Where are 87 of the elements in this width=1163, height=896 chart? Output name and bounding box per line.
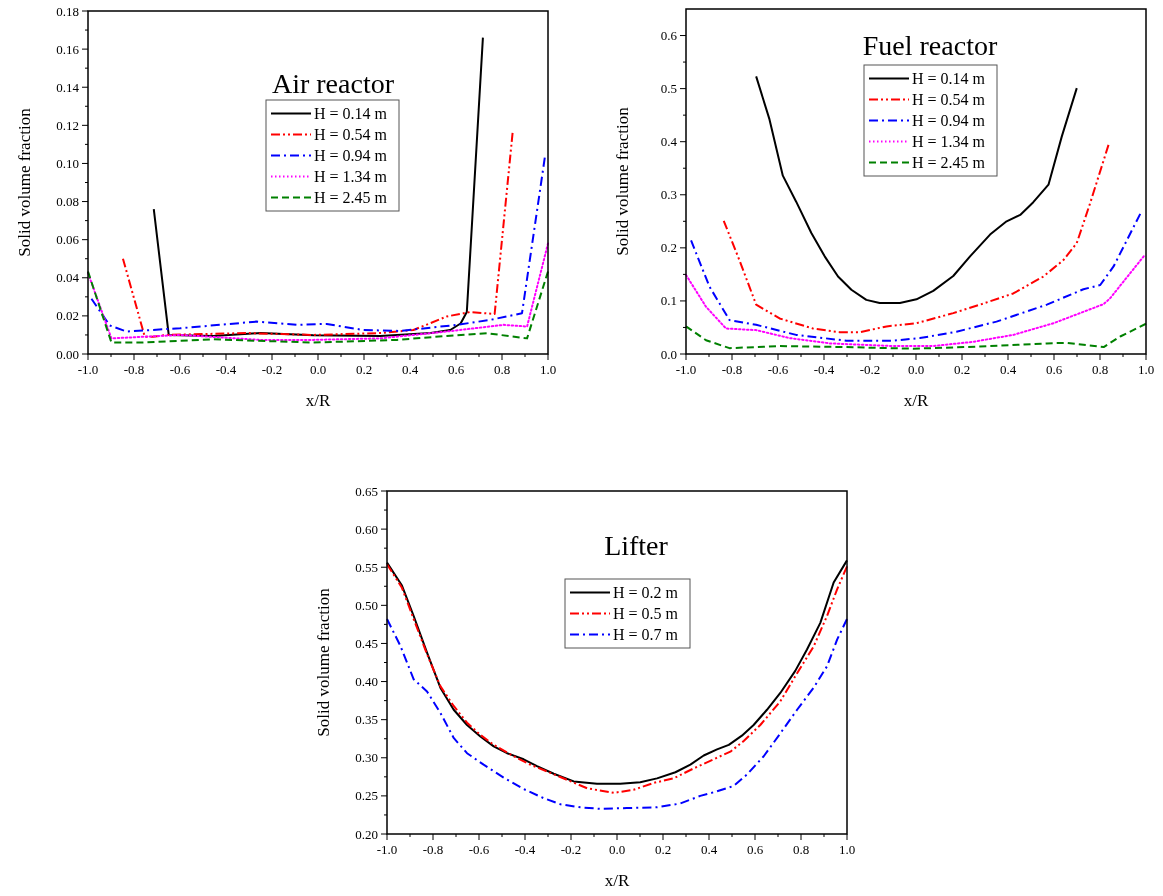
line-series [685, 255, 1145, 348]
x-tick-label: -0.2 [859, 362, 881, 377]
y-axis-title: Solid volume fraction [314, 587, 333, 737]
text: Air reactor [271, 68, 395, 99]
legend-label: H = 0.7 m [613, 626, 679, 643]
y-tick-label: 0.4 [660, 134, 678, 150]
x-tick-label: 0.8 [1091, 362, 1109, 377]
x-tick-label: -1.0 [77, 362, 99, 377]
y-tick-label: 0.35 [355, 712, 378, 728]
x-tick-label: -1.0 [376, 842, 398, 857]
legend-label: H = 0.54 m [912, 91, 986, 108]
y-tick-label: 0.50 [355, 597, 378, 613]
x-tick-label: 1.0 [539, 362, 557, 377]
y-tick-label: 0.2 [660, 240, 677, 256]
y-tick-label: 0.55 [355, 559, 378, 575]
x-tick-label: 0.6 [447, 362, 465, 377]
line-series [690, 212, 1142, 342]
line-series [121, 131, 514, 338]
x-tick-label: 0.6 [746, 842, 764, 857]
x-tick-label: 0.0 [608, 842, 626, 857]
y-tick-label: 0.3 [660, 187, 677, 203]
x-tick-label: 0.4 [700, 842, 718, 857]
x-tick-label: 0.0 [309, 362, 327, 377]
y-tick-label: 0.12 [56, 117, 79, 133]
x-axis-title: x/R [604, 871, 630, 890]
x-tick-label: -0.2 [560, 842, 582, 857]
x-tick-label: -0.4 [215, 362, 237, 377]
x-axis-title: x/R [903, 391, 929, 410]
y-tick-label: 0.10 [56, 155, 79, 171]
x-tick-label: -0.4 [514, 842, 536, 857]
y-axis-title: Solid volume fraction [15, 107, 34, 257]
y-tick-label: 0.08 [56, 194, 79, 210]
x-tick-label: -0.8 [721, 362, 743, 377]
x-tick-label: 0.8 [493, 362, 511, 377]
legend-label: H = 0.14 m [912, 70, 986, 87]
y-tick-label: 0.30 [355, 750, 378, 766]
text: Lifter [604, 530, 669, 561]
legend-label: H = 1.34 m [912, 133, 986, 150]
legend-label: H = 0.14 m [314, 105, 388, 122]
legend-label: H = 0.2 m [613, 584, 679, 601]
x-tick-label: 0.0 [907, 362, 925, 377]
legend-label: H = 0.94 m [314, 147, 388, 164]
x-tick-label: -0.8 [123, 362, 145, 377]
x-tick-label: -0.6 [767, 362, 789, 377]
x-tick-label: 1.0 [838, 842, 856, 857]
legend-label: H = 0.94 m [912, 112, 986, 129]
y-tick-label: 0.02 [56, 308, 79, 324]
y-tick-label: 0.06 [56, 232, 80, 248]
y-tick-label: 0.60 [355, 521, 378, 537]
y-tick-label: 0.0 [660, 346, 677, 362]
x-tick-label: 0.8 [792, 842, 810, 857]
y-tick-label: 0.25 [355, 788, 378, 804]
y-axis-title: Solid volume fraction [613, 106, 632, 256]
y-tick-label: 0.16 [56, 41, 80, 57]
x-tick-label: -0.6 [169, 362, 191, 377]
legend-label: H = 2.45 m [314, 189, 388, 206]
line-series [152, 36, 484, 337]
y-tick-label: 0.14 [56, 79, 80, 95]
x-tick-label: 1.0 [1137, 362, 1155, 377]
x-tick-label: 0.4 [999, 362, 1017, 377]
line-series [386, 618, 848, 810]
y-tick-label: 0.04 [56, 270, 80, 286]
legend-label: H = 0.5 m [613, 605, 679, 622]
x-tick-label: 0.4 [401, 362, 419, 377]
y-tick-label: 0.45 [355, 635, 378, 651]
y-tick-label: 0.1 [660, 293, 677, 309]
line-series [755, 75, 1078, 305]
legend-label: H = 0.54 m [314, 126, 388, 143]
x-tick-label: -0.8 [422, 842, 444, 857]
y-tick-label: 0.65 [355, 483, 378, 499]
legend-label: H = 1.34 m [314, 168, 388, 185]
y-tick-label: 0.40 [355, 674, 378, 690]
legend-label: H = 2.45 m [912, 154, 986, 171]
x-tick-label: -0.2 [261, 362, 283, 377]
y-tick-label: 0.00 [56, 346, 79, 362]
x-axis-title: x/R [305, 391, 331, 410]
line-series [87, 270, 549, 344]
line-series [685, 322, 1147, 350]
text: Fuel reactor [862, 30, 998, 61]
x-tick-label: -0.4 [813, 362, 835, 377]
y-tick-label: 0.6 [660, 28, 678, 44]
x-tick-label: 0.2 [953, 362, 971, 377]
x-tick-label: -0.6 [468, 842, 490, 857]
x-tick-label: 0.6 [1045, 362, 1063, 377]
y-tick-label: 0.20 [355, 826, 378, 842]
x-tick-label: -1.0 [675, 362, 697, 377]
y-tick-label: 0.5 [660, 81, 677, 97]
